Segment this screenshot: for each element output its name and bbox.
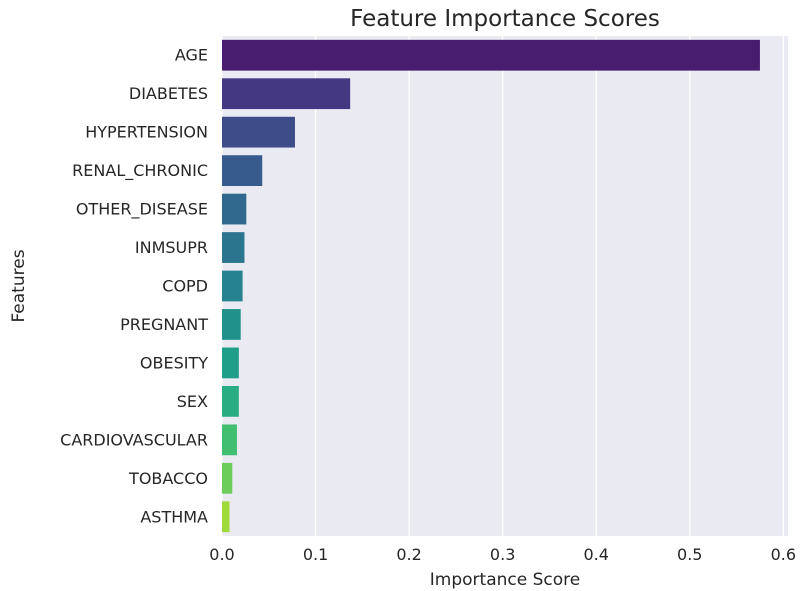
y-tick-label: HYPERTENSION	[85, 123, 208, 142]
x-tick-label: 0.1	[303, 545, 328, 564]
y-tick-label: CARDIOVASCULAR	[60, 430, 208, 449]
bar-age	[222, 39, 760, 71]
y-tick-label: SEX	[177, 392, 208, 411]
x-tick-label: 0.2	[396, 545, 421, 564]
gridlines	[221, 36, 784, 536]
y-axis-label: Features	[9, 249, 29, 322]
bar-diabetes	[222, 78, 351, 110]
bar-sex	[222, 386, 239, 417]
bar-copd	[222, 270, 243, 302]
chart-title: Feature Importance Scores	[350, 6, 660, 32]
y-tick-label: RENAL_CHRONIC	[72, 161, 208, 181]
x-tick-labels: 0.0 0.1 0.2 0.3 0.4 0.5 0.6	[209, 545, 796, 564]
y-tick-label: AGE	[175, 46, 208, 65]
bar-tobacco	[222, 462, 233, 494]
y-tick-label: OBESITY	[140, 353, 208, 372]
y-tick-labels: AGE DIABETES HYPERTENSION RENAL_CHRONIC OTHE…	[60, 46, 208, 527]
x-tick-label: 0.0	[209, 545, 234, 564]
y-tick-label: TOBACCO	[128, 469, 208, 488]
x-axis-label: Importance Score	[430, 570, 580, 590]
bars	[222, 39, 760, 533]
plot-background	[222, 36, 788, 536]
bar-other-disease	[222, 193, 247, 225]
y-tick-label: COPD	[162, 277, 208, 296]
bar-hypertension	[222, 116, 295, 148]
y-tick-label: INMSUPR	[135, 238, 208, 257]
y-tick-label: ASTHMA	[140, 507, 208, 526]
bar-cardiovascular	[222, 424, 237, 456]
bar-obesity	[222, 347, 239, 379]
y-tick-label: PREGNANT	[120, 315, 208, 334]
bar-pregnant	[222, 309, 241, 340]
bar-asthma	[222, 501, 230, 533]
y-tick-label: DIABETES	[129, 84, 208, 103]
x-tick-label: 0.5	[677, 545, 702, 564]
x-tick-label: 0.3	[490, 545, 515, 564]
y-tick-label: OTHER_DISEASE	[76, 200, 208, 220]
bar-renal-chronic	[222, 155, 263, 186]
x-tick-label: 0.6	[771, 545, 796, 564]
bar-inmsupr	[222, 232, 245, 263]
x-tick-label: 0.4	[583, 545, 608, 564]
